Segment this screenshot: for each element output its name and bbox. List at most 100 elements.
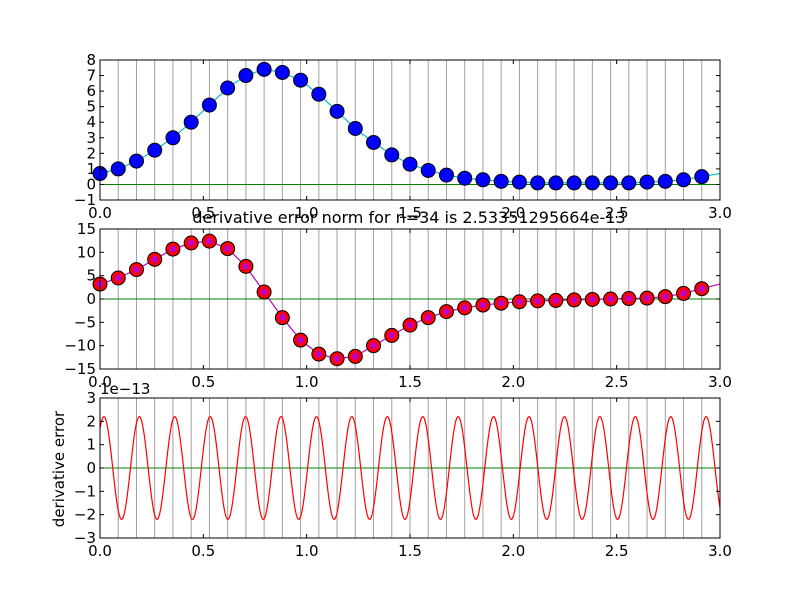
- data-point-center: [297, 336, 305, 344]
- data-point-center: [351, 352, 359, 360]
- x-tick-label: 3.0: [708, 204, 732, 222]
- y-tick-label: 1: [86, 436, 96, 454]
- y-tick-label: −3: [74, 529, 96, 547]
- data-point-center: [114, 274, 122, 282]
- data-point-center: [570, 296, 578, 304]
- x-tick-labels: 0.0 0.5 1.0 1.5 2.0 2.5 3.0: [88, 204, 732, 222]
- x-tick-label: 1.5: [398, 373, 422, 391]
- data-point-center: [406, 321, 414, 329]
- data-point-center: [424, 314, 432, 322]
- data-point-center: [333, 355, 341, 363]
- y-tick-label: −1: [74, 482, 96, 500]
- data-point: [329, 103, 345, 119]
- data-point-center: [698, 285, 706, 293]
- data-point-center: [370, 342, 378, 350]
- data-point: [402, 156, 418, 172]
- y-tick-label: 6: [86, 82, 96, 100]
- data-point-center: [680, 289, 688, 297]
- y-offset-label: 1e−13: [100, 380, 150, 398]
- y-tick-label: 8: [86, 51, 96, 69]
- data-point: [475, 172, 491, 188]
- y-tick-label: 7: [86, 67, 96, 85]
- x-tick-label: 1.5: [398, 542, 422, 560]
- data-point-center: [515, 298, 523, 306]
- subplot-error: 0.0 0.5 1.0 1.5 2.0 2.5 3.0 −3 −2 −1 0 1 2 3: [74, 389, 732, 560]
- data-point: [657, 173, 673, 189]
- y-tick-labels: −3 −2 −1 0 1 2 3: [74, 389, 96, 547]
- data-point: [366, 134, 382, 150]
- data-point: [110, 161, 126, 177]
- data-point-center: [588, 295, 596, 303]
- data-point: [621, 175, 637, 191]
- data-point-center: [552, 296, 560, 304]
- y-tick-label: 2: [86, 412, 96, 430]
- data-point: [676, 172, 692, 188]
- y-tick-label: 10: [77, 243, 96, 261]
- y-tick-label: 15: [77, 220, 96, 238]
- data-point: [201, 97, 217, 113]
- data-point: [238, 68, 254, 84]
- data-point-center: [169, 245, 177, 253]
- y-tick-label: −2: [74, 506, 96, 524]
- y-tick-label: −5: [74, 313, 96, 331]
- data-point: [639, 174, 655, 190]
- data-point: [694, 169, 710, 185]
- x-tick-label: 0.5: [191, 542, 215, 560]
- function-markers: [92, 61, 710, 191]
- data-point-center: [497, 299, 505, 307]
- y-tick-label: 2: [86, 144, 96, 162]
- x-tick-labels: 0.0 0.5 1.0 1.5 2.0 2.5 3.0: [88, 542, 732, 560]
- x-tick-label: 0.0: [88, 373, 112, 391]
- chart-title: derivative error norm for n=34 is 2.5335…: [192, 208, 625, 227]
- x-tick-label: 0.0: [88, 542, 112, 560]
- x-tick-label: 1.0: [295, 542, 319, 560]
- data-point-center: [242, 262, 250, 270]
- data-point: [293, 72, 309, 88]
- data-point: [128, 153, 144, 169]
- x-tick-label: 3.0: [708, 373, 732, 391]
- data-point-center: [151, 255, 159, 263]
- data-point: [147, 142, 163, 158]
- data-point: [511, 174, 527, 190]
- x-tick-label: 0.5: [191, 373, 215, 391]
- data-point-center: [479, 301, 487, 309]
- x-tick-label: 1.0: [295, 373, 319, 391]
- data-point: [347, 120, 363, 136]
- y-tick-label: −1: [74, 191, 96, 209]
- data-point: [548, 175, 564, 191]
- derivative-markers: [92, 233, 710, 367]
- data-point: [438, 167, 454, 183]
- y-tick-label: 5: [86, 267, 96, 285]
- data-point: [530, 175, 546, 191]
- y-tick-label: 3: [86, 389, 96, 407]
- tick-marks: [99, 397, 721, 539]
- data-point-center: [224, 245, 232, 253]
- data-point: [493, 173, 509, 189]
- x-tick-label: 2.0: [501, 204, 525, 222]
- x-tick-label: 3.0: [708, 542, 732, 560]
- data-point-center: [315, 350, 323, 358]
- y-tick-labels: −15 −10 −5 0 5 10 15: [64, 220, 96, 378]
- y-tick-label: 0: [86, 175, 96, 193]
- data-point: [603, 175, 619, 191]
- data-point: [384, 147, 400, 163]
- data-point: [274, 64, 290, 80]
- data-point-center: [643, 294, 651, 302]
- y-axis-label: derivative error: [50, 410, 68, 527]
- x-tick-labels: 0.0 0.5 1.0 1.5 2.0 2.5 3.0: [88, 373, 732, 391]
- data-point: [311, 86, 327, 102]
- data-point-center: [132, 266, 140, 274]
- data-point: [165, 130, 181, 146]
- x-tick-label: 1.0: [295, 204, 319, 222]
- subplot-derivative: 0.0 0.5 1.0 1.5 2.0 2.5 3.0 −15 −10 −5 0 5 10 15: [64, 220, 732, 391]
- y-tick-label: 3: [86, 129, 96, 147]
- data-point-center: [388, 331, 396, 339]
- data-point-center: [607, 295, 615, 303]
- data-point: [457, 170, 473, 186]
- y-tick-label: 0: [86, 459, 96, 477]
- data-point: [420, 162, 436, 178]
- tick-marks: [99, 59, 721, 201]
